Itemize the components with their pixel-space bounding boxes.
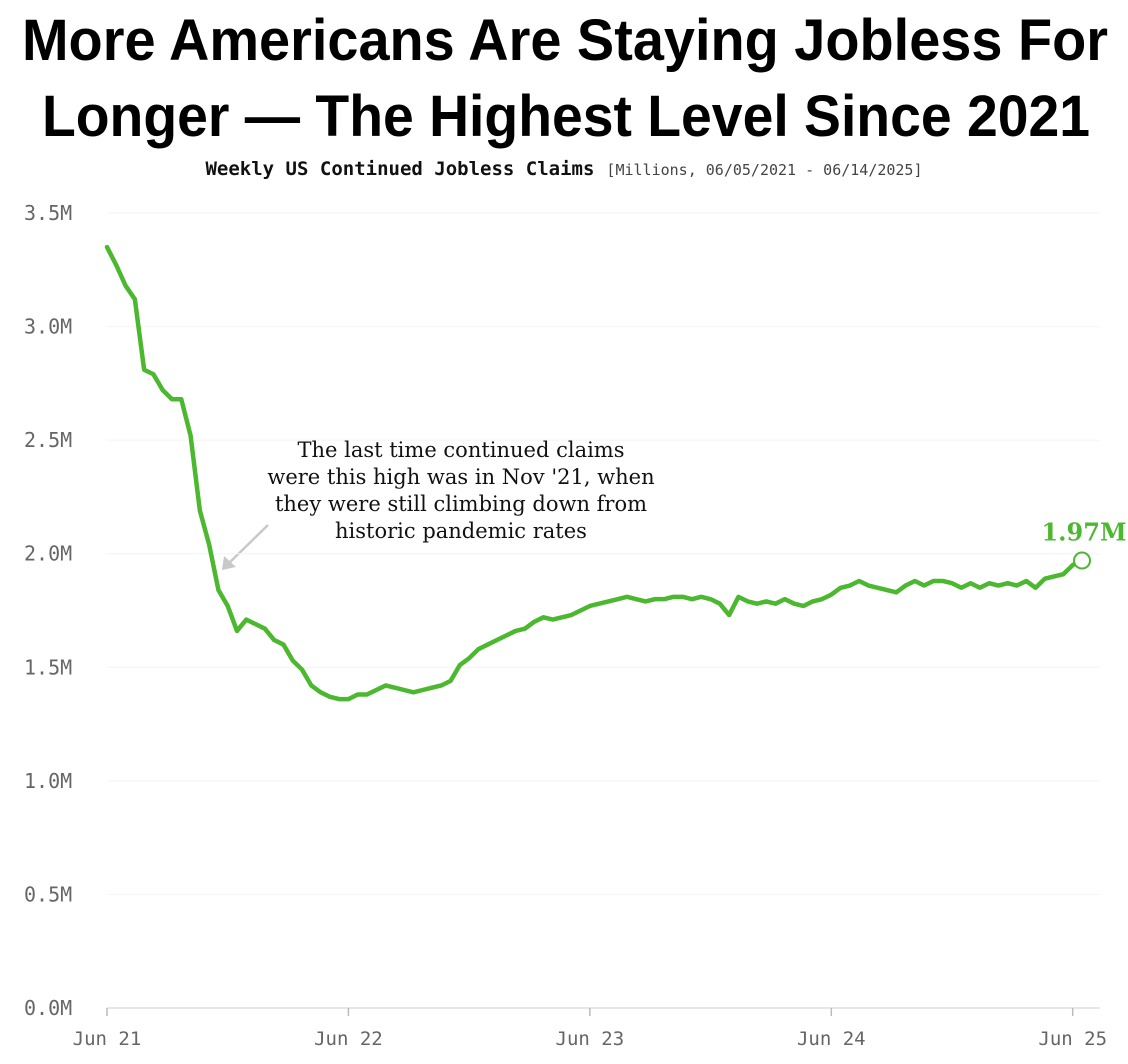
annotation-arrow <box>225 524 269 567</box>
x-tick-label: Jun 24 <box>797 1028 866 1050</box>
x-tick-label: Jun 22 <box>314 1028 383 1050</box>
chart-title: More Americans Are Staying Jobless For <box>22 8 1108 73</box>
annotation: were this high was in Nov '21, when <box>267 465 654 489</box>
y-tick-label: 1.0M <box>24 769 72 793</box>
y-tick-label: 3.0M <box>24 315 72 339</box>
y-tick-label: 1.5M <box>24 655 72 679</box>
annotation-arrowhead <box>222 556 236 570</box>
subtitle: Weekly US Continued Jobless Claims <box>205 158 594 180</box>
subtitle-group: Weekly US Continued Jobless Claims [Mill… <box>205 158 922 180</box>
annotation: historic pandemic rates <box>335 519 587 543</box>
subtitle-note: [Millions, 06/05/2021 - 06/14/2025] <box>606 161 922 179</box>
data-line <box>104 244 1085 702</box>
chart-title: Longer — The Highest Level Since 2021 <box>42 84 1090 149</box>
x-tick-label: Jun 25 <box>1038 1028 1107 1050</box>
annotation: The last time continued claims <box>297 438 624 462</box>
x-tick-label: Jun 21 <box>73 1028 142 1050</box>
y-tick-label: 3.5M <box>24 201 72 225</box>
y-tick-label: 0.0M <box>24 996 72 1020</box>
end-point <box>1073 551 1091 570</box>
y-tick-label: 2.0M <box>24 542 72 566</box>
annotation: they were still climbing down from <box>275 492 647 516</box>
end-label: 1.97M <box>1041 518 1126 547</box>
x-tick-label: Jun 23 <box>556 1028 625 1050</box>
y-tick-label: 0.5M <box>24 882 72 906</box>
y-tick-label: 2.5M <box>24 428 72 452</box>
